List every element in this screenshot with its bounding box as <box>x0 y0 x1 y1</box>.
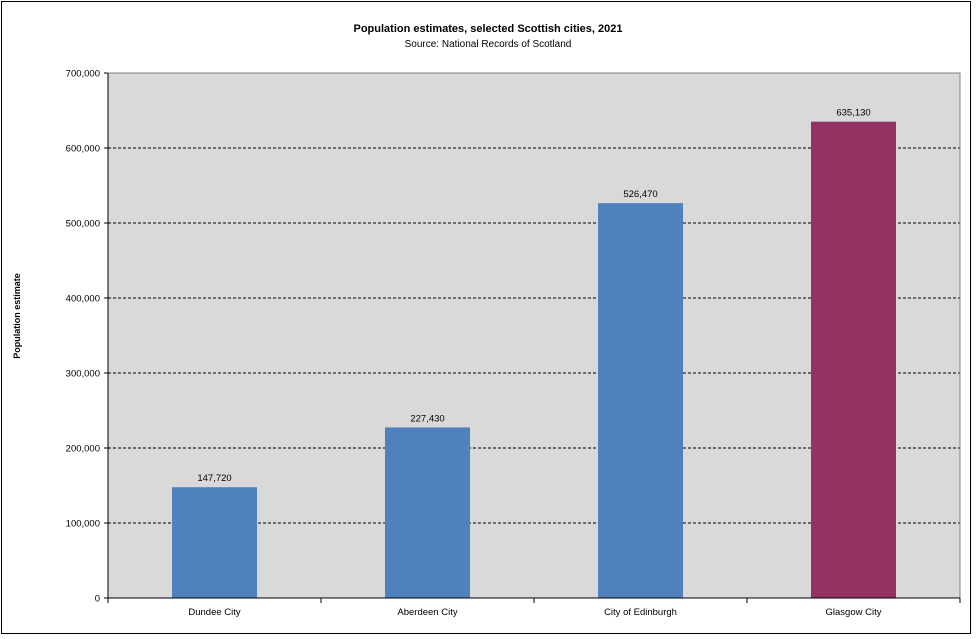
x-tick-label: City of Edinburgh <box>604 607 677 618</box>
y-tick-label: 500,000 <box>66 219 100 230</box>
bar <box>385 427 470 598</box>
chart-title: Population estimates, selected Scottish … <box>353 23 623 35</box>
x-tick-label: Dundee City <box>188 607 241 618</box>
labels: 0 100,000 200,000 300,000 400,000 500,000 600,… <box>66 69 882 619</box>
y-tick-label: 300,000 <box>66 369 100 380</box>
y-tick-label: 200,000 <box>66 444 100 455</box>
bar <box>598 203 683 598</box>
y-tick-label: 600,000 <box>66 144 100 155</box>
bars <box>172 121 896 598</box>
y-tick-label: 100,000 <box>66 519 100 530</box>
bar <box>811 121 896 598</box>
y-tick-label: 700,000 <box>66 69 100 80</box>
y-tick-label: 400,000 <box>66 294 100 305</box>
data-label: 635,130 <box>836 108 870 119</box>
x-tick-label: Glasgow City <box>826 607 882 618</box>
x-tick-label: Aberdeen City <box>397 607 457 618</box>
data-label: 526,470 <box>623 189 657 200</box>
chart-subtitle: Source: National Records of Scotland <box>404 39 572 50</box>
data-label: 147,720 <box>197 473 231 484</box>
y-tick-label: 0 <box>95 594 100 605</box>
bar <box>172 487 257 598</box>
axes <box>104 72 961 603</box>
data-label: 227,430 <box>410 413 444 424</box>
